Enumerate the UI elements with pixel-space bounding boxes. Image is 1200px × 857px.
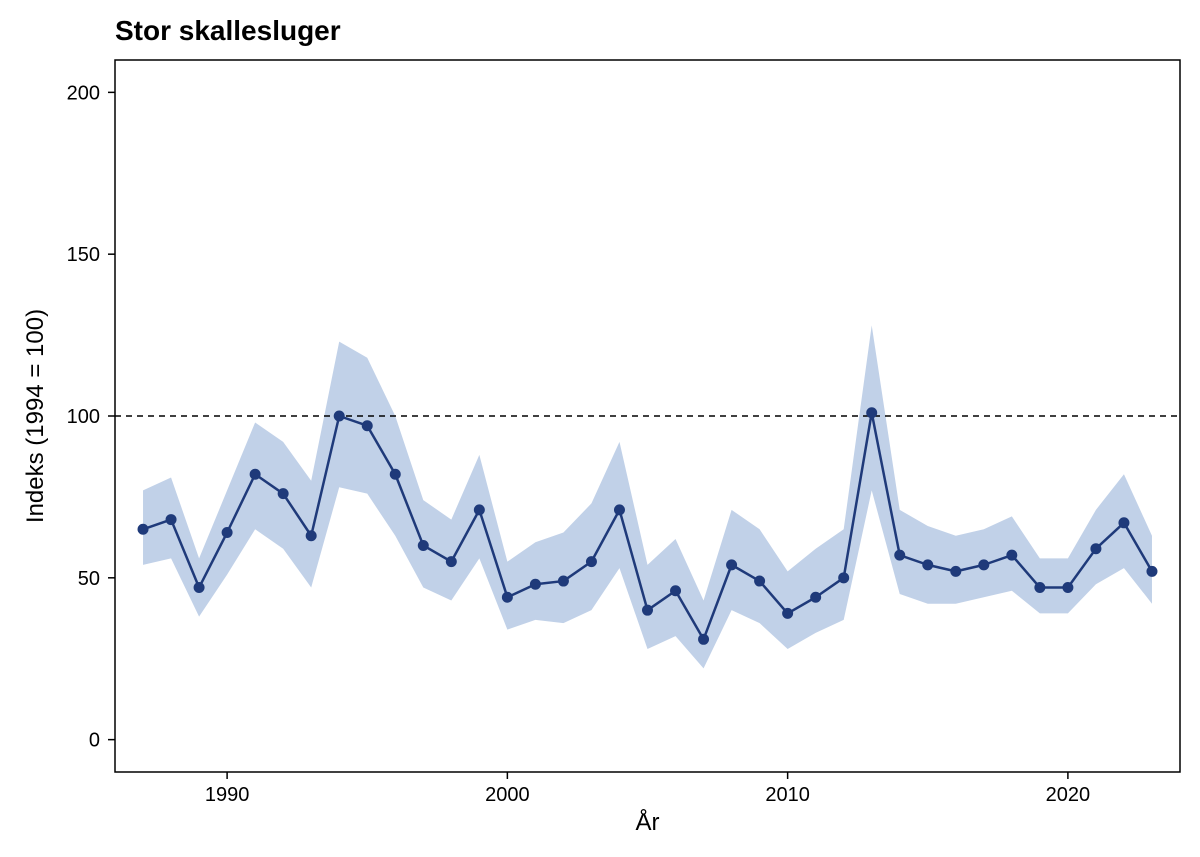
x-tick-label: 2000 [485,784,530,806]
y-tick-label: 150 [67,244,100,266]
data-point [1063,583,1073,593]
data-point [194,583,204,593]
data-point [895,550,905,560]
data-point [138,524,148,534]
data-point [586,557,596,567]
data-point [1119,518,1129,528]
data-point [1147,566,1157,576]
data-point [614,505,624,515]
data-point [727,560,737,570]
data-point [278,489,288,499]
data-point [1007,550,1017,560]
data-point [530,579,540,589]
data-point [502,592,512,602]
x-tick-label: 2020 [1046,784,1091,806]
data-point [671,586,681,596]
data-point [811,592,821,602]
data-point [643,605,653,615]
x-axis-title: År [636,808,660,836]
data-point [923,560,933,570]
y-tick-label: 50 [78,568,100,590]
data-point [446,557,456,567]
data-point [1091,544,1101,554]
data-point [783,608,793,618]
chart-title: Stor skallesluger [115,15,341,46]
x-tick-label: 1990 [205,784,250,806]
time-series-chart: Stor skallesluger 1990 2000 2010 2020 0 50 100 1… [0,0,1200,857]
data-point [306,531,316,541]
data-point [839,573,849,583]
chart-container: Stor skallesluger 1990 2000 2010 2020 0 50 100 1… [0,0,1200,857]
data-point [474,505,484,515]
y-tick-label: 0 [89,730,100,752]
y-axis-title: Indeks (1994 = 100) [22,309,49,523]
data-point [755,576,765,586]
y-tick-label: 200 [67,82,100,104]
data-point [222,528,232,538]
data-point [250,469,260,479]
data-point [390,469,400,479]
data-point [1035,583,1045,593]
data-point [558,576,568,586]
x-tick-label: 2010 [765,784,810,806]
data-point [867,408,877,418]
data-point [166,515,176,525]
data-point [951,566,961,576]
y-tick-label: 100 [67,406,100,428]
data-point [979,560,989,570]
data-point [334,411,344,421]
data-point [418,540,428,550]
data-point [699,634,709,644]
data-point [362,421,372,431]
